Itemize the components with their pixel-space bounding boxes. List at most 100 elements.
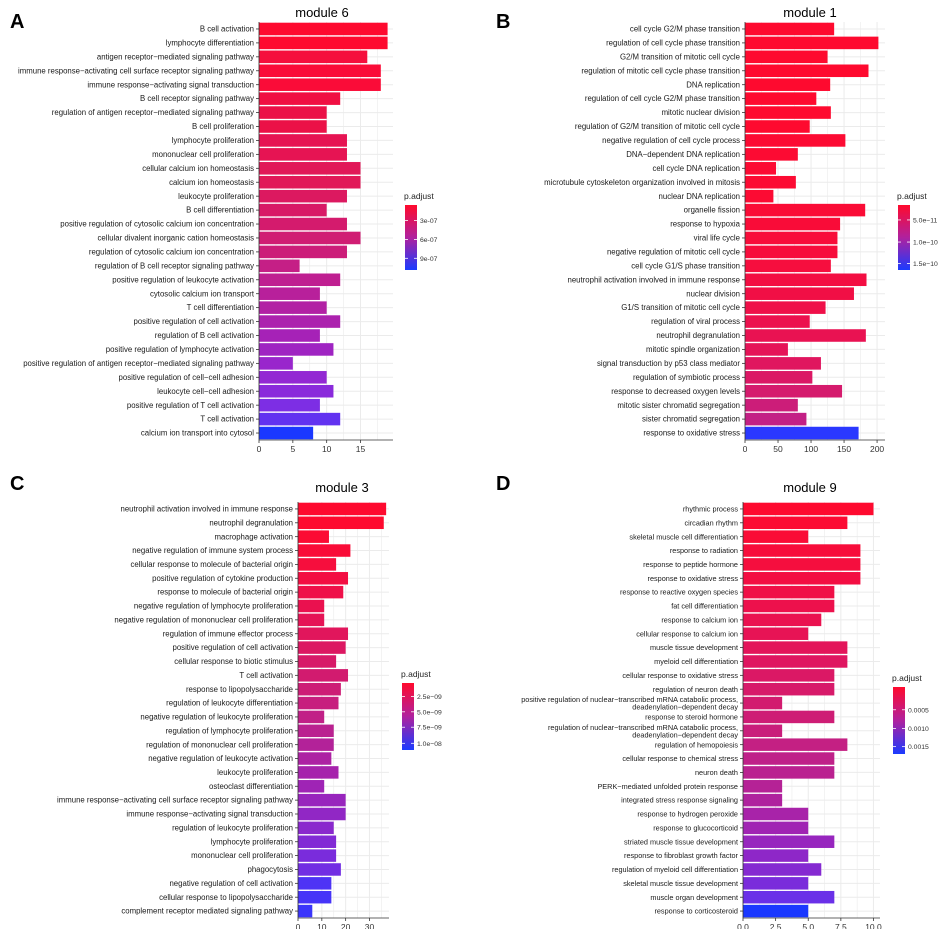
panel-c-category-label: regulation of leukocyte differentiation (166, 699, 293, 708)
panel-d-bar (743, 682, 835, 696)
panel-letter-d: D (496, 473, 510, 495)
panel-d-bar (743, 877, 809, 890)
panel-d-bar (743, 710, 835, 724)
panel-b-category-label: nuclear DNA replication (659, 192, 740, 201)
panel-a-xtick-label: 15 (356, 444, 366, 454)
panel-c-category-label: negative regulation of lymphocyte prolif… (134, 602, 293, 611)
panel-b-category-label: organelle fission (684, 206, 740, 215)
panel-b-bar (745, 259, 831, 273)
panel-a-legend-colorbar (405, 205, 417, 270)
panel-c-category-label: mononuclear cell proliferation (191, 851, 293, 860)
panel-a-category-label: regulation of B cell activation (155, 331, 254, 340)
panel-d-bar (743, 558, 861, 571)
panel-c-category-label: cellular response to biotic stimulus (174, 657, 293, 666)
panel-d-bar (743, 793, 783, 807)
panel-b-category-label: signal transduction by p53 class mediato… (597, 359, 740, 368)
panel-c-category-label: positive regulation of cell activation (173, 643, 294, 652)
panel-a-category-label: regulation of B cell receptor signaling … (95, 261, 254, 270)
panel-a-category-label: cellular divalent inorganic cation homeo… (98, 234, 255, 243)
panel-a-category-label: calcium ion homeostasis (169, 178, 254, 187)
panel-c-bar (298, 669, 349, 682)
panel-d-bar (743, 627, 809, 640)
panel-d-bar (743, 849, 809, 862)
panel-d-category-label: PERK−mediated unfolded protein response (597, 782, 738, 791)
panel-c-bar (298, 682, 341, 696)
panel-b-category-label: DNA−dependent DNA replication (626, 150, 740, 159)
panel-b-bar (745, 134, 846, 147)
panel-a-plot-area (259, 22, 393, 440)
panel-b-category-label: regulation of mitotic cell cycle phase t… (581, 66, 740, 75)
panel-d-xtick-label: 7.5 (835, 922, 847, 929)
panel-a-xtick-label: 5 (290, 444, 295, 454)
panel-d-category-label: skeletal muscle cell differentiation (629, 532, 738, 541)
panel-d-bar (743, 530, 809, 543)
panel-d-category-label: myeloid cell differentiation (654, 657, 738, 666)
panel-d-bar (743, 696, 783, 710)
panel-a-bar (259, 315, 341, 328)
panel-a-category-label: immune response−activating signal transd… (87, 80, 254, 89)
panel-b-category-label: viral life cycle (694, 234, 740, 243)
panel-c-bar (298, 752, 332, 765)
panel-a-category-label: T cell differentiation (187, 303, 254, 312)
panel-d-xtick-label: 2.5 (770, 922, 782, 929)
panel-a-bar (259, 287, 320, 300)
panel-a-category-label: leukocyte cell−cell adhesion (157, 387, 254, 396)
panel-c-bar (298, 710, 325, 724)
panel-b-category-label: mitotic spindle organization (646, 345, 740, 354)
panel-a-category-label: antigen receptor−mediated signaling path… (97, 52, 254, 61)
panel-d-bar (743, 544, 861, 557)
panel-a-bar (259, 203, 327, 217)
panel-b-bar (745, 315, 810, 328)
panel-b-bar (745, 175, 796, 189)
panel-a-legend-title: p.adjust (404, 191, 434, 201)
panel-c-category-label: immune response−activating cell surface … (57, 796, 293, 805)
panel-c-bar (298, 780, 325, 793)
panel-c-bar (298, 849, 337, 862)
panel-c: module 3 neutrophil activation involved … (57, 480, 442, 929)
panel-b-category-label: DNA replication (686, 80, 740, 89)
panel-c-category-label: leukocyte proliferation (217, 768, 293, 777)
panel-b-category-label: G1/S transition of mitotic cell cycle (621, 303, 740, 312)
panel-d-bar (743, 655, 848, 668)
panel-c-bar (298, 572, 349, 585)
panel-a-category-label: leukocyte proliferation (178, 192, 254, 201)
panel-c-category-label: phagocytosis (247, 865, 293, 874)
panel-d-category-label: skeletal muscle tissue development (623, 879, 738, 888)
panel-c-plot-area (298, 502, 389, 918)
panel-a: module 6 B cell activation lymphocyte dif… (18, 5, 438, 454)
panel-c-bar (298, 890, 332, 904)
panel-b-category-label: mitotic sister chromatid segregation (617, 401, 740, 410)
panel-c-category-label: regulation of leukocyte proliferation (172, 823, 293, 832)
panel-b-category-label: regulation of cell cycle phase transitio… (606, 39, 740, 48)
panel-a-legend-label: 6e-07 (420, 237, 438, 244)
panel-b-bar (745, 301, 826, 314)
panel-d-bar (743, 585, 835, 599)
panel-a-bar (259, 175, 361, 189)
panel-d-legend-label: 0.0010 (908, 726, 929, 733)
panel-letter-c: C (10, 473, 24, 495)
panel-a-bar (259, 36, 388, 50)
panel-c-category-label: negative regulation of leukocyte prolife… (140, 713, 293, 722)
panel-d-bar (743, 821, 809, 835)
panel-b-bar (745, 162, 777, 175)
panel-b-bar (745, 287, 854, 300)
panel-b-legend-label: 1.5e−10 (913, 261, 938, 268)
panel-b-bar (745, 148, 798, 161)
panel-d-category-label: cellular response to oxidative stress (622, 671, 738, 680)
panel-b-bar (745, 120, 810, 133)
panel-b-legend: p.adjust 5.0e−11 1.0e−10 1.5e−10 (897, 191, 938, 270)
panel-d-category-label: neuron death (695, 768, 738, 777)
panel-c-bar (298, 724, 334, 738)
panel-d-bar (743, 835, 835, 848)
panel-d-category-label: response to oxidative stress (648, 574, 739, 583)
panel-b-xtick-label: 50 (773, 444, 783, 454)
panel-a-bar (259, 412, 341, 426)
panel-b-bar (745, 231, 838, 245)
panel-c-bar (298, 530, 329, 543)
panel-c-category-label: lymphocyte proliferation (211, 837, 293, 846)
panel-c-bar (298, 558, 337, 571)
panel-b-category-label: cell cycle G1/S phase transition (631, 261, 740, 270)
panel-c-title: module 3 (315, 480, 368, 495)
panel-b-category-label: regulation of G2/M transition of mitotic… (575, 122, 740, 131)
panel-a-category-label: cellular calcium ion homeostasis (142, 164, 254, 173)
